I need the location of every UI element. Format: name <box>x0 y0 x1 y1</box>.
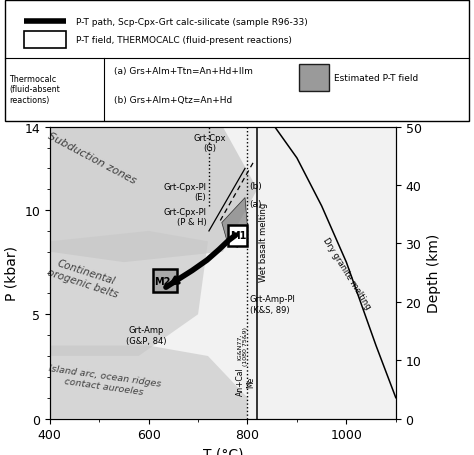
Text: Thermocalc
(fluid-absent
reactions): Thermocalc (fluid-absent reactions) <box>9 75 60 105</box>
Text: Continental
orogenic belts: Continental orogenic belts <box>46 256 123 299</box>
Polygon shape <box>222 198 247 248</box>
Text: M1: M1 <box>230 231 246 241</box>
Y-axis label: P (kbar): P (kbar) <box>5 246 18 300</box>
Text: (a) Grs+Alm+Ttn=An+Hd+Ilm: (a) Grs+Alm+Ttn=An+Hd+Ilm <box>114 67 253 76</box>
Bar <box>299 65 329 92</box>
Text: Subduction zones: Subduction zones <box>46 131 137 186</box>
Text: P-T field, THERMOCALC (fluid-present reactions): P-T field, THERMOCALC (fluid-present rea… <box>76 36 292 45</box>
Text: Wet basalt melting: Wet basalt melting <box>259 202 268 281</box>
Text: Grt-Amp-Pl
(K&S, 89): Grt-Amp-Pl (K&S, 89) <box>250 294 296 314</box>
Text: Grt-Cpx
(G): Grt-Cpx (G) <box>194 134 226 153</box>
Text: P-T path, Scp-Cpx-Grt calc-silicate (sample R96-33): P-T path, Scp-Cpx-Grt calc-silicate (sam… <box>76 18 308 26</box>
Text: Estimated P-T field: Estimated P-T field <box>334 74 419 83</box>
Text: Grt-Cpx-Pl
(P & H): Grt-Cpx-Pl (P & H) <box>164 207 207 227</box>
Polygon shape <box>50 346 247 419</box>
Bar <box>153 270 177 293</box>
Text: (b) Grs+Alm+Qtz=An+Hd: (b) Grs+Alm+Qtz=An+Hd <box>114 96 232 105</box>
Bar <box>228 225 246 246</box>
Text: Grt-Cpx-Pl
(E): Grt-Cpx-Pl (E) <box>164 182 207 202</box>
Text: An+Cal
Me: An+Cal Me <box>236 367 255 395</box>
Text: (b): (b) <box>249 181 262 190</box>
Text: Grt-Amp
(G&P, 84): Grt-Amp (G&P, 84) <box>126 326 166 345</box>
Polygon shape <box>50 127 257 263</box>
Text: Dry granite melting: Dry granite melting <box>320 236 372 310</box>
Text: Island arc, ocean ridges
contact auroeles: Island arc, ocean ridges contact auroele… <box>46 364 162 399</box>
Bar <box>24 32 66 49</box>
Y-axis label: Depth (km): Depth (km) <box>427 233 441 313</box>
X-axis label: T (°C): T (°C) <box>202 447 243 455</box>
Text: M2: M2 <box>155 276 171 286</box>
Text: (a): (a) <box>249 200 262 209</box>
Polygon shape <box>50 232 208 356</box>
Text: IG&N77,
(1080 75&9): IG&N77, (1080 75&9) <box>237 326 248 365</box>
